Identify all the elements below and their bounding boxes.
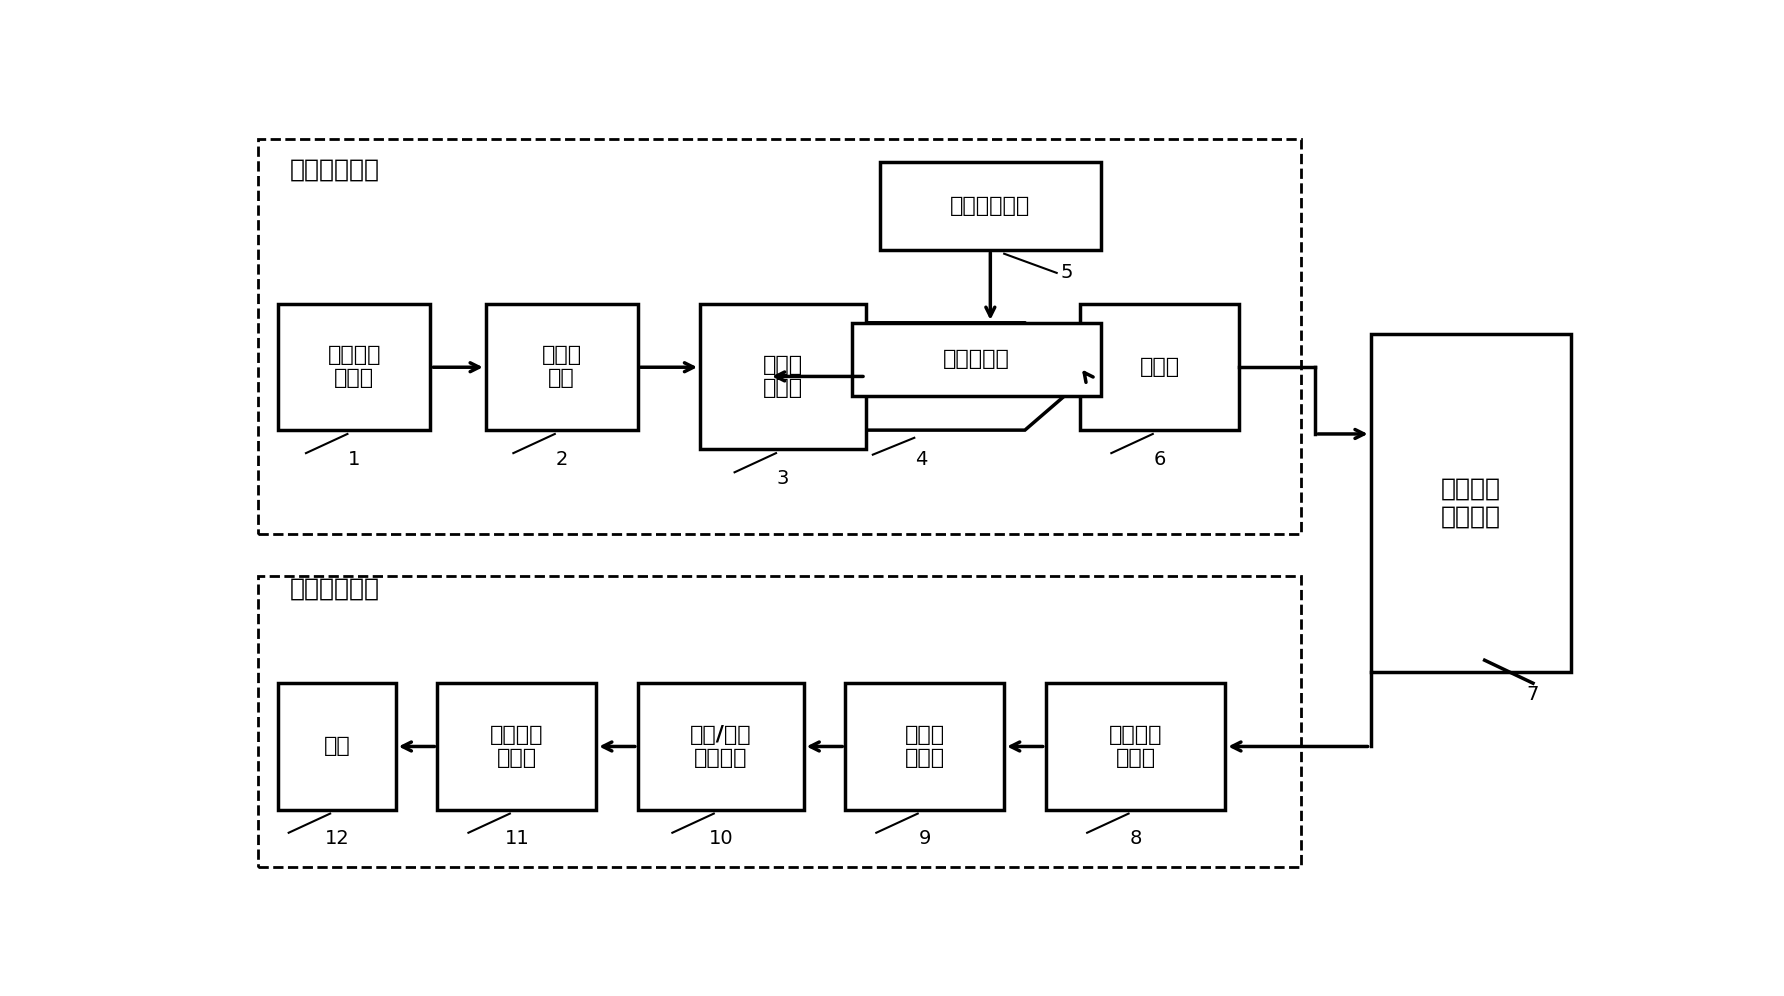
Text: 偏振控
制器: 偏振控 制器 bbox=[542, 346, 582, 388]
FancyBboxPatch shape bbox=[278, 304, 430, 430]
Text: 光信号接收端: 光信号接收端 bbox=[289, 577, 380, 601]
Text: 电流/电压
转换装置: 电流/电压 转换装置 bbox=[690, 725, 751, 768]
Text: 1: 1 bbox=[348, 450, 360, 469]
Text: 偏振光
分束器: 偏振光 分束器 bbox=[764, 355, 803, 398]
Text: 偏振调制器: 偏振调制器 bbox=[944, 350, 1010, 370]
FancyBboxPatch shape bbox=[437, 683, 596, 810]
Text: 3: 3 bbox=[776, 469, 789, 488]
Text: 7: 7 bbox=[1527, 685, 1540, 704]
FancyBboxPatch shape bbox=[1045, 683, 1226, 810]
FancyBboxPatch shape bbox=[257, 138, 1302, 534]
Text: 单频连续
激光器: 单频连续 激光器 bbox=[328, 346, 382, 388]
Text: 光纤链路
传输单元: 光纤链路 传输单元 bbox=[1441, 477, 1500, 529]
Text: 高速光
探测器: 高速光 探测器 bbox=[904, 725, 946, 768]
FancyBboxPatch shape bbox=[1370, 335, 1572, 671]
Text: 光窄带通
滤波器: 光窄带通 滤波器 bbox=[1110, 725, 1161, 768]
FancyBboxPatch shape bbox=[639, 683, 803, 810]
Text: 2: 2 bbox=[555, 450, 567, 469]
Text: 6: 6 bbox=[1154, 450, 1167, 469]
FancyBboxPatch shape bbox=[278, 683, 396, 810]
Text: 9: 9 bbox=[919, 830, 931, 849]
FancyBboxPatch shape bbox=[257, 576, 1302, 868]
Text: 光信号发送端: 光信号发送端 bbox=[289, 157, 380, 181]
Polygon shape bbox=[769, 323, 1086, 430]
Text: 12: 12 bbox=[325, 830, 350, 849]
FancyBboxPatch shape bbox=[1081, 304, 1240, 430]
FancyBboxPatch shape bbox=[853, 323, 1101, 395]
Text: 10: 10 bbox=[708, 830, 733, 849]
Text: 5: 5 bbox=[1060, 263, 1072, 283]
FancyBboxPatch shape bbox=[485, 304, 639, 430]
FancyBboxPatch shape bbox=[880, 161, 1101, 250]
Text: 合波器: 合波器 bbox=[1140, 357, 1179, 376]
FancyBboxPatch shape bbox=[846, 683, 1004, 810]
Text: 4: 4 bbox=[915, 450, 928, 469]
Text: 数据: 数据 bbox=[323, 736, 350, 757]
Text: 11: 11 bbox=[505, 830, 530, 849]
Text: 数据射频信号: 数据射频信号 bbox=[951, 196, 1031, 216]
Text: 电压比较
判决器: 电压比较 判决器 bbox=[491, 725, 544, 768]
Text: 8: 8 bbox=[1129, 830, 1142, 849]
FancyBboxPatch shape bbox=[699, 304, 865, 449]
